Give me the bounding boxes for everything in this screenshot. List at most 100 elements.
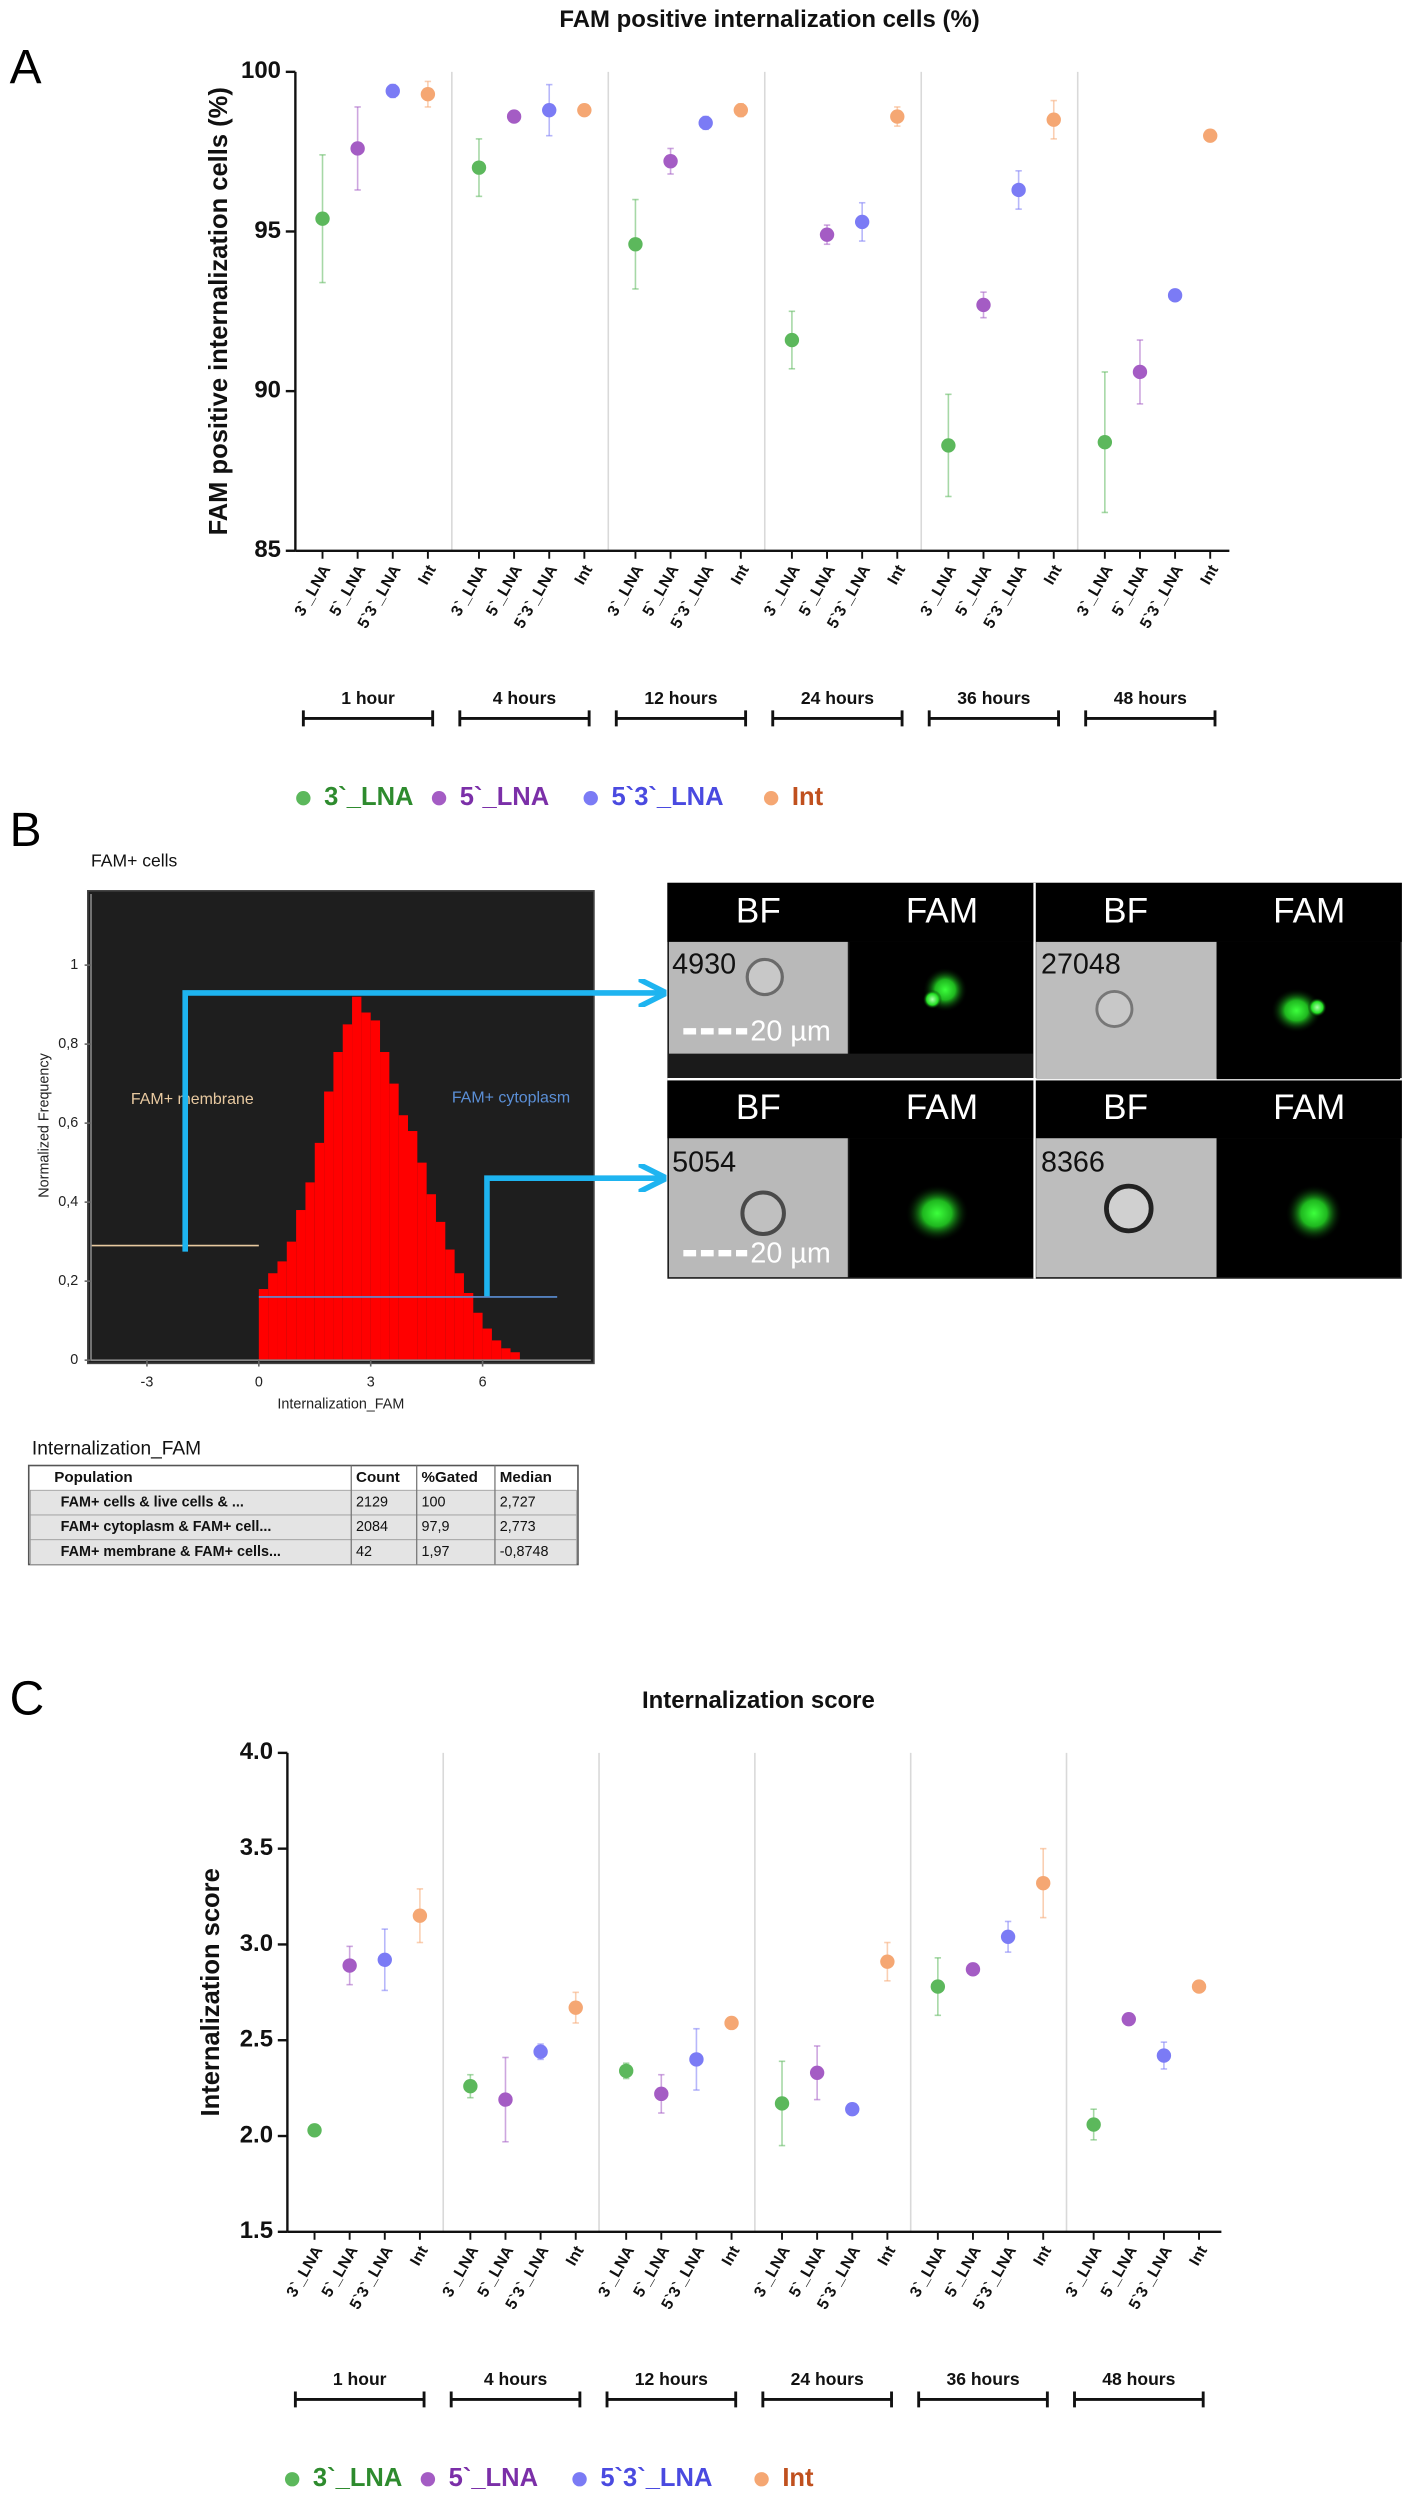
fam-signal: [905, 1184, 970, 1243]
x-tick-label: Int: [1198, 562, 1223, 588]
x-tick-label: Int: [415, 562, 440, 588]
histogram-chart: FAM+ cells FAM+ membrane FAM+ cytoplasm -3 0…: [37, 851, 661, 1413]
group-bracket: [927, 710, 1060, 727]
x-tick-label: Int: [572, 562, 597, 588]
histogram-bar: [314, 1142, 325, 1361]
dot: [1121, 2011, 1136, 2027]
legend-label: Int: [782, 2464, 814, 2492]
table-title: Internalization_FAM: [32, 1439, 201, 1460]
y-tick-label: 1: [70, 957, 78, 973]
channel-header: FAM: [906, 1088, 978, 1127]
histogram-bar: [454, 1273, 464, 1361]
y-tick-label: 4.0: [240, 1738, 273, 1765]
dot: [463, 2079, 478, 2094]
dot: [1132, 364, 1148, 380]
dot: [880, 1954, 895, 1969]
legend-label: 5`_LNA: [460, 783, 549, 811]
histogram-bar: [417, 1162, 427, 1361]
histogram-bar: [389, 1083, 399, 1361]
dot: [854, 214, 870, 230]
dot: [1000, 1929, 1016, 1944]
histogram-bar: [380, 1052, 390, 1361]
histogram-bar: [463, 1292, 474, 1361]
x-tick-label: 3: [367, 1374, 375, 1390]
x-tick-label: Int: [563, 2243, 588, 2269]
group-label: 24 hours: [791, 2369, 864, 2389]
group-bracket: [1084, 710, 1217, 727]
histogram-bar: [491, 1340, 502, 1361]
table-row-bg: [29, 1489, 577, 1516]
connector-arrow: [484, 1178, 661, 1297]
scale-label: 20 µm: [750, 1015, 830, 1047]
group-bracket: [301, 710, 435, 727]
x-axis-label: Internalization_FAM: [277, 1397, 404, 1413]
histogram-bar: [445, 1249, 455, 1361]
x-tick-label: Int: [885, 562, 910, 588]
cell: [1095, 989, 1134, 1028]
histogram-bar: [352, 996, 362, 1361]
group-label: 24 hours: [801, 688, 874, 708]
x-tick-label: Int: [728, 562, 753, 588]
legend-marker: [284, 2472, 300, 2487]
dot: [819, 227, 835, 242]
dot: [845, 2102, 860, 2117]
dot: [420, 87, 436, 102]
histogram-bar: [482, 1328, 492, 1361]
dot: [1156, 2048, 1172, 2063]
y-axis-label: Normalized Frequency: [37, 1052, 53, 1197]
dot: [965, 1962, 981, 1977]
legend-label: Int: [792, 783, 824, 811]
cell: [1104, 1183, 1154, 1234]
dot: [930, 1979, 946, 1994]
y-tick-label: 2.5: [240, 2026, 273, 2053]
group-label: 4 hours: [493, 688, 557, 708]
table-cell: 100: [422, 1494, 446, 1510]
x-tick-label: Int: [1186, 2243, 1211, 2269]
channel-header: BF: [736, 891, 781, 930]
table-cell: 2,727: [500, 1494, 536, 1510]
group-bracket: [917, 2391, 1049, 2408]
dot: [774, 2096, 790, 2111]
dot: [533, 2044, 548, 2059]
connector-arrow: [182, 993, 661, 1252]
histogram-bar: [370, 1020, 381, 1361]
dot: [663, 154, 678, 169]
group-label: 4 hours: [484, 2369, 548, 2389]
group-bracket: [458, 710, 591, 727]
table-cell: 2129: [356, 1494, 388, 1510]
dot: [1203, 128, 1218, 143]
dot: [1097, 435, 1113, 450]
group-label: 48 hours: [1114, 688, 1187, 708]
gate-label: FAM+ cytoplasm: [452, 1090, 570, 1107]
legend-label: 5`3`_LNA: [600, 2464, 712, 2492]
table-cell: FAM+ cytoplasm & FAM+ cell...: [61, 1519, 272, 1535]
cell-id: 5054: [672, 1146, 736, 1178]
legend-marker: [420, 2472, 436, 2487]
histogram-bar: [286, 1241, 297, 1361]
dot: [618, 2063, 634, 2079]
histogram-bar: [296, 1210, 306, 1361]
y-tick-label: 0,4: [58, 1194, 78, 1210]
histogram-bar: [473, 1312, 483, 1361]
table-header: Count: [356, 1469, 400, 1486]
dot: [506, 109, 522, 124]
scale-label: 20 µm: [750, 1237, 830, 1269]
stats-table: Internalization_FAM Population Count %Gate…: [27, 1439, 579, 1566]
group-label: 12 hours: [635, 2369, 708, 2389]
y-tick-label: 100: [241, 57, 281, 84]
dot: [568, 2000, 583, 2015]
dot: [1036, 1875, 1051, 1891]
table-row-bg: [29, 1514, 577, 1541]
dot: [307, 2123, 322, 2138]
y-tick-label: 90: [254, 376, 281, 403]
dot: [1046, 112, 1061, 127]
table-cell: FAM+ cells & live cells & ...: [61, 1494, 244, 1510]
group-label: 36 hours: [946, 2369, 1019, 2389]
x-tick-label: Int: [1041, 562, 1066, 588]
histogram-bar: [510, 1352, 520, 1361]
legend-marker: [754, 2472, 769, 2487]
y-tick-label: 1.5: [240, 2217, 273, 2244]
y-tick-label: 0,6: [58, 1115, 78, 1131]
group-label: 1 hour: [333, 2369, 387, 2389]
chart-title: FAM+ cells: [91, 851, 178, 871]
